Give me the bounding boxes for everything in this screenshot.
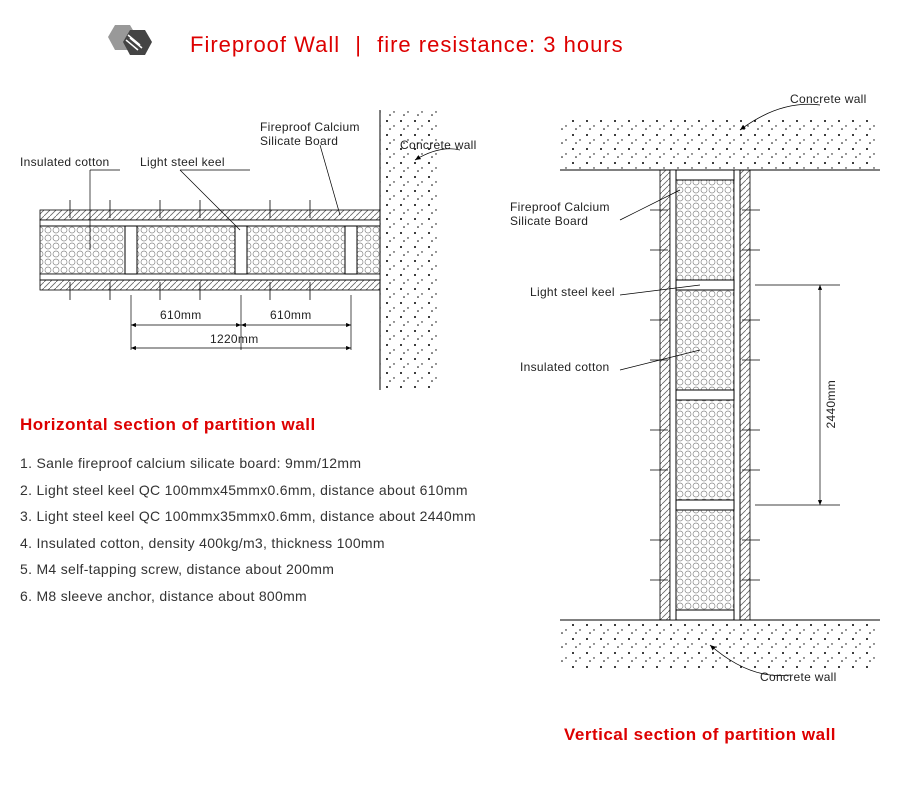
label-concrete-wall-h: Concrete wall <box>400 138 477 152</box>
label-insulated-cotton-v: Insulated cotton <box>520 360 610 374</box>
label-fireproof-board-h: Fireproof Calcium Silicate Board <box>260 120 360 148</box>
label-concrete-wall-bottom: Concrete wall <box>760 670 837 684</box>
right-column: Concrete wall Fireproof Calcium Silicate… <box>500 90 900 760</box>
vertical-section-title: Vertical section of partition wall <box>500 725 900 745</box>
label-concrete-wall-top: Concrete wall <box>790 92 867 106</box>
dim-610b: 610mm <box>270 308 312 322</box>
horizontal-section-title: Horizontal section of partition wall <box>20 415 480 435</box>
spec-list: 1. Sanle fireproof calcium silicate boar… <box>20 450 480 610</box>
left-column: Insulated cotton Light steel keel Firepr… <box>20 90 480 760</box>
horizontal-diagram: Insulated cotton Light steel keel Firepr… <box>20 90 480 400</box>
logo-icon <box>100 20 170 70</box>
spec-item: 3. Light steel keel QC 100mmx35mmx0.6mm,… <box>20 503 480 530</box>
page-title: Fireproof Wall | fire resistance: 3 hour… <box>190 32 624 58</box>
dim-2440: 2440mm <box>824 380 838 429</box>
spec-item: 1. Sanle fireproof calcium silicate boar… <box>20 450 480 477</box>
spec-item: 4. Insulated cotton, density 400kg/m3, t… <box>20 530 480 557</box>
title-separator: | <box>355 32 362 57</box>
dim-1220: 1220mm <box>210 332 259 346</box>
title-right: fire resistance: 3 hours <box>377 32 624 57</box>
dim-610a: 610mm <box>160 308 202 322</box>
label-fireproof-board-v: Fireproof Calcium Silicate Board <box>510 200 610 228</box>
label-light-steel-keel-h: Light steel keel <box>140 155 225 169</box>
content: Insulated cotton Light steel keel Firepr… <box>20 90 890 760</box>
spec-item: 6. M8 sleeve anchor, distance about 800m… <box>20 583 480 610</box>
vertical-diagram: Concrete wall Fireproof Calcium Silicate… <box>500 90 900 710</box>
spec-item: 2. Light steel keel QC 100mmx45mmx0.6mm,… <box>20 477 480 504</box>
header: Fireproof Wall | fire resistance: 3 hour… <box>100 20 890 70</box>
label-light-steel-keel-v: Light steel keel <box>530 285 615 299</box>
title-left: Fireproof Wall <box>190 32 340 57</box>
spec-item: 5. M4 self-tapping screw, distance about… <box>20 556 480 583</box>
label-insulated-cotton-h: Insulated cotton <box>20 155 110 169</box>
